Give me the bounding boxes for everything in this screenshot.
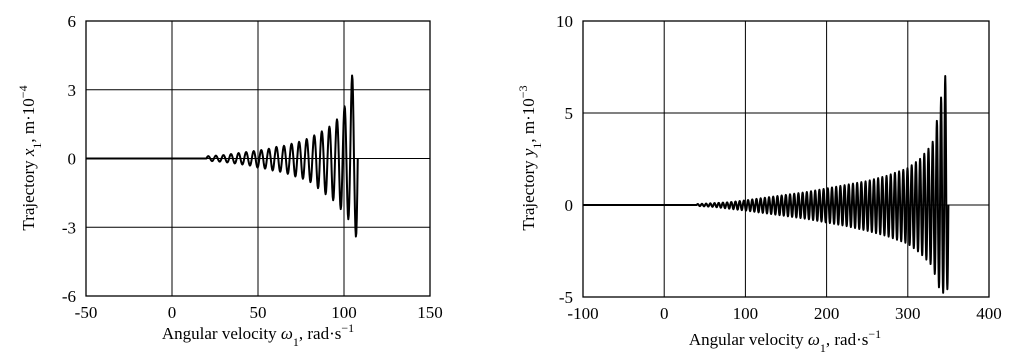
y-tick-label: 6 <box>68 12 77 31</box>
x-tick-label: 0 <box>660 304 669 323</box>
x-tick-label: 100 <box>733 304 759 323</box>
y-axis-label: Trajectory x1, m·10−4 <box>16 85 44 230</box>
chart-y1-trajectory: -100 0 100 200 300 400 10 5 0 -5 Angular velocity … <box>516 12 1002 355</box>
x-tick-label: 200 <box>814 304 840 323</box>
x-tick-label: -100 <box>567 304 598 323</box>
y-tick-label: 0 <box>68 150 77 169</box>
x-tick-label: 150 <box>417 303 443 322</box>
x-tick-label: 50 <box>250 303 267 322</box>
y-tick-label: -6 <box>62 287 76 306</box>
y-tick-label: -3 <box>62 218 76 237</box>
y-tick-label: -5 <box>559 288 573 307</box>
x-tick-label: 300 <box>895 304 921 323</box>
chart-x1-trajectory: -50 0 50 100 150 6 3 0 -3 -6 Angular velocity ω1, … <box>16 12 443 349</box>
y-tick-label: 10 <box>556 12 573 31</box>
x-axis-label: Angular velocity ω1, rad·s−1 <box>162 321 354 349</box>
y-tick-label: 3 <box>68 81 77 100</box>
y-tick-label: 0 <box>565 196 574 215</box>
x-tick-label: -50 <box>75 303 98 322</box>
x-tick-label: 0 <box>168 303 177 322</box>
plot-frame <box>582 20 990 298</box>
y-axis-label: Trajectory y1, m·10−3 <box>516 85 544 230</box>
x-tick-label: 100 <box>331 303 357 322</box>
x-tick-label: 400 <box>976 304 1002 323</box>
x-axis-label: Angular velocity ω1, rad·s−1 <box>689 327 881 355</box>
series-line <box>583 75 950 294</box>
y-tick-label: 5 <box>565 104 574 123</box>
series-line <box>86 74 359 238</box>
